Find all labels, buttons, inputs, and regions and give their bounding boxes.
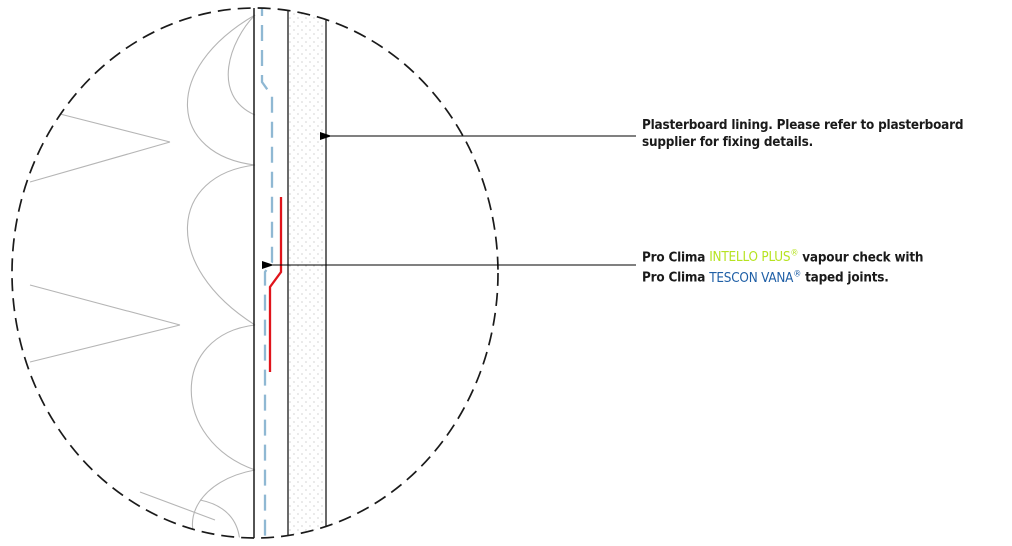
plasterboard-annotation-line-2: supplier for fixing details. bbox=[642, 135, 813, 150]
brand-prefix: Pro Clima bbox=[642, 250, 710, 266]
vapour-check-annotation-line-1: Pro Clima INTELLO PLUS® vapour check wit… bbox=[642, 246, 923, 266]
registered-mark: ® bbox=[793, 269, 802, 280]
vapour-suffix: vapour check with bbox=[798, 250, 924, 266]
intello-plus-product: INTELLO PLUS® bbox=[709, 249, 799, 266]
intello-plus-name: INTELLO PLUS bbox=[709, 250, 791, 266]
plasterboard-annotation: Plasterboard lining. Please refer to pla… bbox=[642, 117, 963, 151]
vapour-check-membrane bbox=[260, 8, 274, 538]
registered-mark: ® bbox=[790, 249, 799, 259]
tescon-vana-name: TESCON VANA bbox=[709, 270, 794, 286]
tape-joint bbox=[268, 197, 283, 372]
tape-suffix: taped joints. bbox=[801, 270, 889, 286]
vapour-check-annotation: Pro Clima INTELLO PLUS® vapour check wit… bbox=[642, 246, 923, 287]
plasterboard-annotation-line-1: Plasterboard lining. Please refer to pla… bbox=[642, 118, 964, 133]
insulation-batts bbox=[29, 14, 256, 538]
detail-circle bbox=[11, 7, 499, 539]
brand-prefix: Pro Clima bbox=[642, 270, 710, 286]
tescon-vana-product: TESCON VANA® bbox=[709, 269, 802, 286]
vapour-check-annotation-line-2: Pro Clima TESCON VANA® taped joints. bbox=[642, 266, 923, 286]
plasterboard-lining bbox=[288, 8, 326, 538]
